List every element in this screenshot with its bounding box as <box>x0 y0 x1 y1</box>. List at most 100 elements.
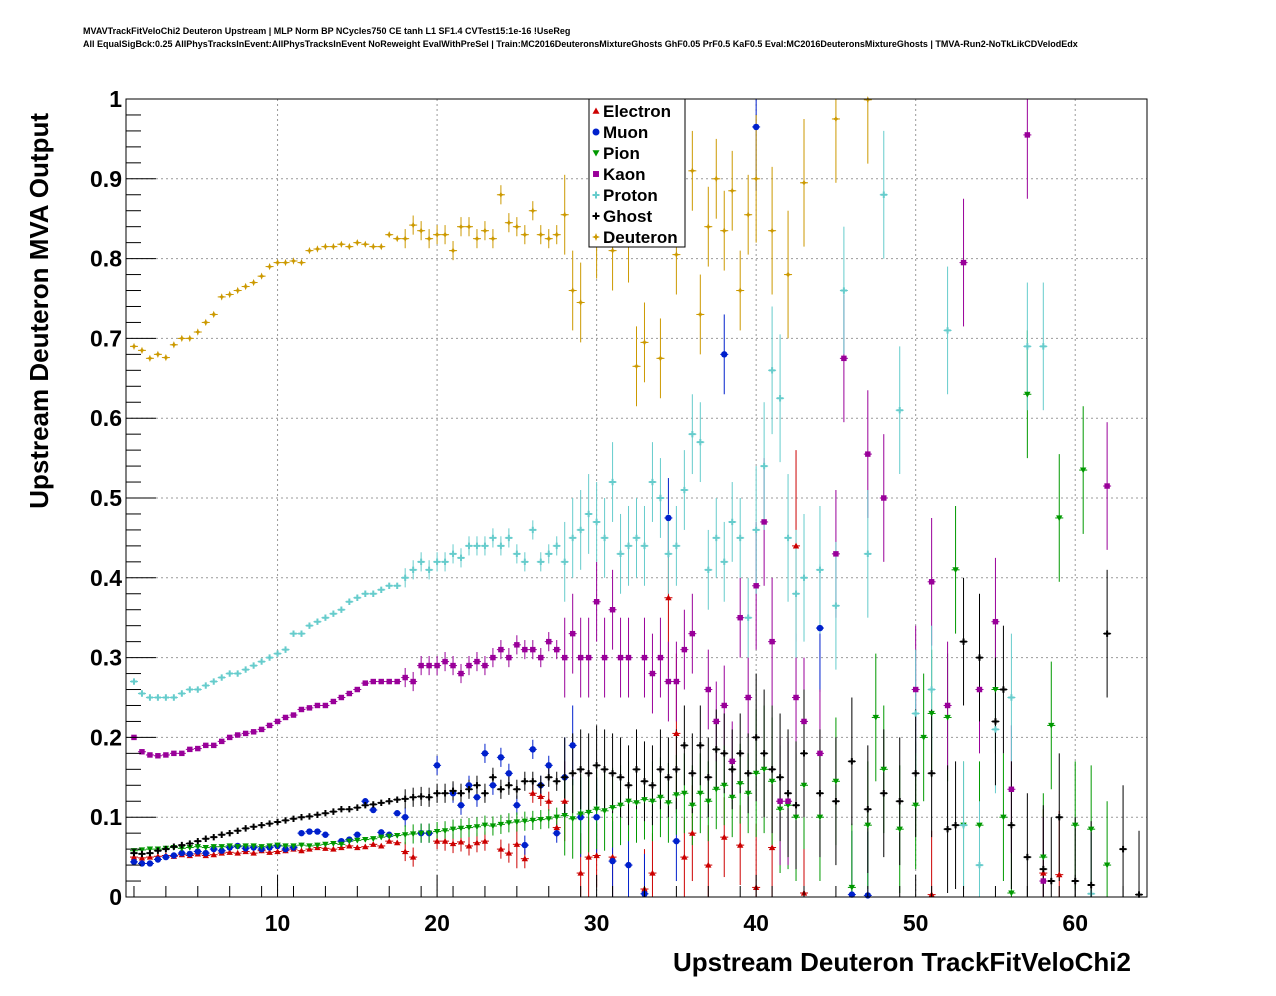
pion-marker <box>473 824 481 830</box>
kaon-marker <box>346 690 353 697</box>
x-tick-label: 60 <box>1062 910 1088 936</box>
muon-marker <box>721 351 728 358</box>
muon-marker <box>848 891 856 898</box>
ghost-marker <box>481 790 489 797</box>
proton-marker <box>322 614 329 621</box>
proton-marker <box>912 710 919 717</box>
kaon-marker <box>753 583 759 589</box>
kaon-marker <box>1008 786 1015 792</box>
kaon-marker <box>745 694 751 701</box>
ghost-marker <box>593 762 600 769</box>
ghost-marker <box>146 849 154 857</box>
pion-marker <box>513 819 521 826</box>
kaon-marker <box>976 686 983 693</box>
kaon-marker <box>569 630 576 637</box>
ghost-marker <box>401 795 409 803</box>
electron-marker <box>1040 869 1047 876</box>
ghost-marker <box>545 774 552 781</box>
kaon-marker <box>195 745 201 752</box>
ghost-marker <box>354 804 361 811</box>
pion-marker <box>1024 391 1031 398</box>
electron-marker <box>521 855 529 862</box>
ghost-marker <box>744 770 752 777</box>
proton-marker <box>880 191 887 198</box>
deuteron-marker <box>481 227 489 235</box>
pion-marker <box>465 825 473 831</box>
ghost-marker <box>386 798 393 805</box>
pion-marker <box>346 838 353 845</box>
proton-marker <box>394 582 401 589</box>
x-tick-label: 20 <box>424 910 450 936</box>
pion-marker <box>306 843 313 850</box>
deuteron-marker <box>672 250 681 259</box>
kaon-marker <box>362 680 369 686</box>
proton-marker <box>697 438 704 446</box>
deuteron-marker <box>473 235 481 243</box>
kaon-marker <box>713 718 719 725</box>
muon-marker <box>473 794 481 801</box>
proton-marker <box>242 666 249 673</box>
deuteron-marker <box>401 235 409 243</box>
deuteron-marker <box>744 211 752 219</box>
deuteron-marker <box>242 282 250 291</box>
kaon-marker <box>881 495 887 501</box>
deuteron-marker <box>433 231 441 239</box>
proton-marker <box>330 610 337 617</box>
y-tick-label: 0.7 <box>90 325 122 351</box>
pion-marker <box>178 845 186 852</box>
ghost-marker <box>218 831 225 838</box>
proton-marker <box>441 558 449 566</box>
proton-marker <box>282 646 289 653</box>
proton-marker <box>178 690 186 697</box>
muon-marker <box>378 829 385 836</box>
pion-marker <box>433 829 441 835</box>
proton-marker <box>226 670 233 677</box>
kaon-marker <box>402 674 408 681</box>
ghost-marker <box>306 813 313 820</box>
kaon-marker <box>673 678 680 685</box>
muon-marker <box>370 806 377 814</box>
deuteron-marker <box>656 354 665 362</box>
legend: Electron Muon Pion Kaon Proton Ghost Deuteron <box>588 98 686 248</box>
pion-marker <box>529 817 537 824</box>
deuteron-marker <box>640 338 649 347</box>
muon-marker <box>752 123 760 131</box>
pion-marker <box>497 821 505 828</box>
proton-marker <box>944 327 951 334</box>
pion-marker <box>992 686 999 693</box>
ghost-marker <box>425 794 433 801</box>
kaon-marker <box>665 678 672 685</box>
proton-marker <box>130 678 138 685</box>
ghost-marker <box>569 770 576 777</box>
pion-marker <box>505 820 513 826</box>
muon-marker <box>138 860 146 867</box>
ghost-marker <box>378 799 385 807</box>
pion-marker <box>896 826 903 833</box>
ghost-marker <box>130 849 138 857</box>
kaon-marker <box>817 750 823 757</box>
ghost-marker <box>768 766 776 773</box>
deuteron-marker <box>441 231 449 239</box>
pion-marker <box>425 830 433 837</box>
electron-marker <box>609 853 616 860</box>
pion-marker <box>744 790 752 797</box>
electron-marker <box>330 845 337 852</box>
pion-marker <box>234 844 241 850</box>
proton-marker <box>449 550 457 558</box>
kaon-marker <box>179 750 185 757</box>
proton-marker <box>298 630 305 637</box>
legend-label-ghost: Ghost <box>603 207 652 226</box>
proton-marker <box>370 590 377 597</box>
electron-marker <box>210 851 217 858</box>
ghost-marker <box>1119 845 1127 853</box>
electron-marker <box>386 837 393 844</box>
proton-marker <box>976 861 983 869</box>
electron-marker <box>433 837 441 844</box>
ghost-marker <box>521 778 529 785</box>
proton-marker <box>768 367 776 374</box>
ghost-marker <box>832 798 840 805</box>
kaon-marker <box>609 607 616 613</box>
pion-marker <box>186 844 194 851</box>
ghost-marker <box>465 786 473 793</box>
muon-marker <box>306 828 313 835</box>
